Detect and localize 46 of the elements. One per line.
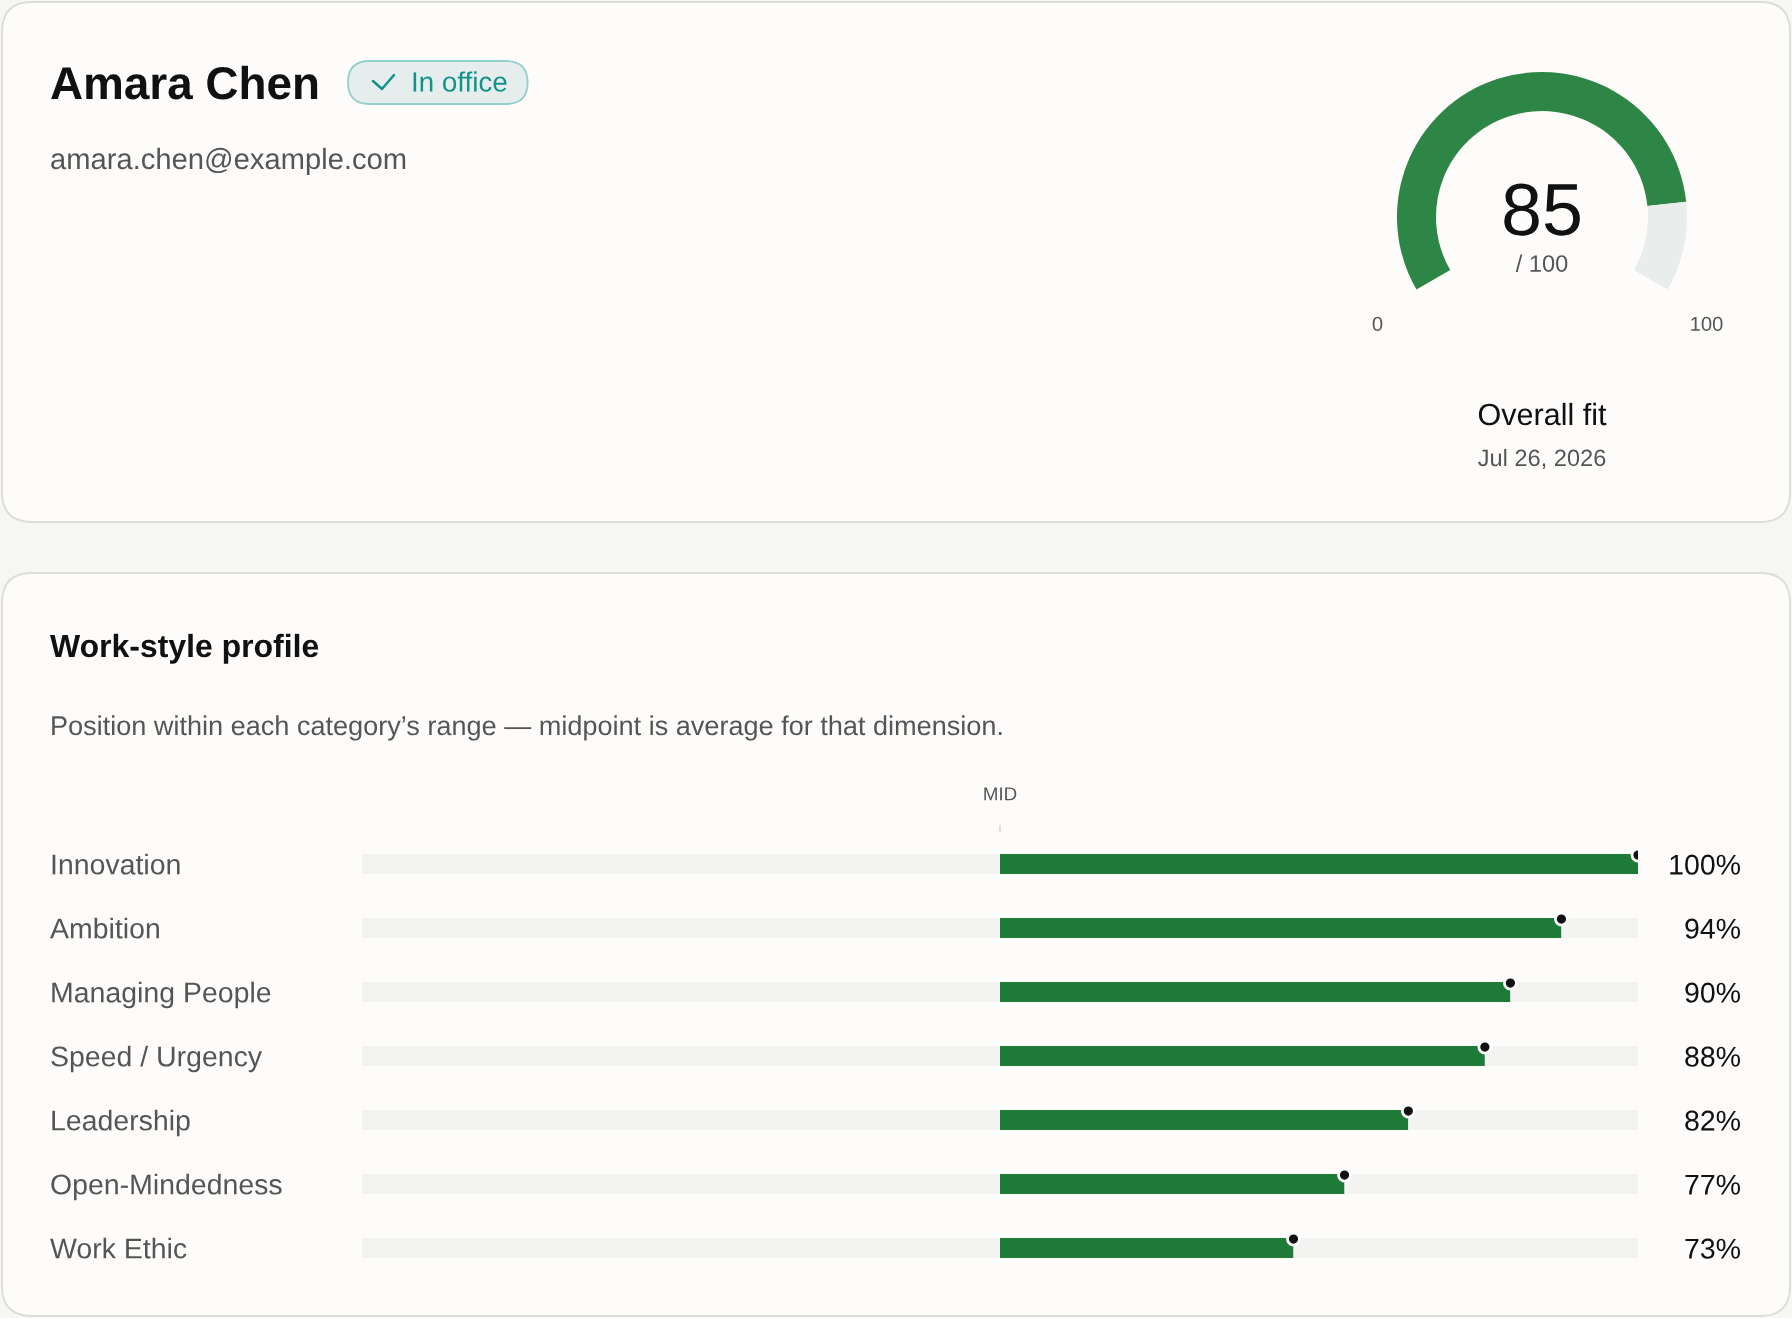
- chart-title: Work-style profile: [50, 633, 319, 664]
- bar: [1484, 1046, 1638, 1066]
- text: Amara Chen: [51, 65, 318, 100]
- chart-subtitle: Position within each category’s range — midpoint is average for that dimension.: [52, 715, 1002, 741]
- bar: [1293, 1238, 1638, 1258]
- y-tick-label: Leadership: [52, 1109, 190, 1137]
- bar: [1000, 1046, 1485, 1066]
- text: 0: [1372, 316, 1383, 332]
- bar: [1000, 982, 1511, 1002]
- data-label: 77%: [1685, 1174, 1740, 1195]
- bar: [1561, 918, 1638, 938]
- text: amara.chen@example.com: [51, 147, 406, 176]
- x-tick-label: MID: [984, 787, 1017, 801]
- y-tick-label: Ambition: [50, 917, 159, 939]
- bar: [1000, 918, 1562, 938]
- text: / 100: [1515, 254, 1568, 272]
- bar: [362, 918, 1000, 938]
- y-tick-label: Open-Mindedness: [51, 1173, 282, 1201]
- bar: [362, 854, 1000, 874]
- text: 100: [1691, 316, 1723, 332]
- bar: [362, 982, 1000, 1002]
- bar: [1000, 854, 1638, 874]
- text: In office: [413, 71, 507, 92]
- y-tick-label: Innovation: [52, 853, 180, 875]
- data-label: 85: [1504, 183, 1580, 236]
- bar: [362, 1110, 1000, 1130]
- text: Jul 26, 2026: [1478, 448, 1606, 470]
- bar: [1000, 1174, 1345, 1194]
- y-tick-label: Speed / Urgency: [51, 1045, 263, 1073]
- bar: [362, 1174, 1000, 1194]
- bar: [1408, 1110, 1638, 1130]
- bar: [1000, 1238, 1294, 1258]
- bar: [1000, 1110, 1409, 1130]
- data-label: 82%: [1685, 1110, 1740, 1131]
- bar: [1344, 1174, 1638, 1194]
- data-label: 100%: [1670, 854, 1740, 875]
- text: Overall fit: [1478, 402, 1607, 426]
- y-tick-label: Managing People: [52, 981, 271, 1009]
- data-label: 90%: [1685, 982, 1740, 1003]
- data-label: 88%: [1685, 1046, 1740, 1067]
- data-label: 73%: [1685, 1238, 1740, 1259]
- bar: [1510, 982, 1638, 1002]
- y-tick-label: Work Ethic: [50, 1237, 187, 1259]
- bar: [362, 1046, 1000, 1066]
- data-label: 94%: [1685, 918, 1740, 939]
- bar: [362, 1238, 1000, 1258]
